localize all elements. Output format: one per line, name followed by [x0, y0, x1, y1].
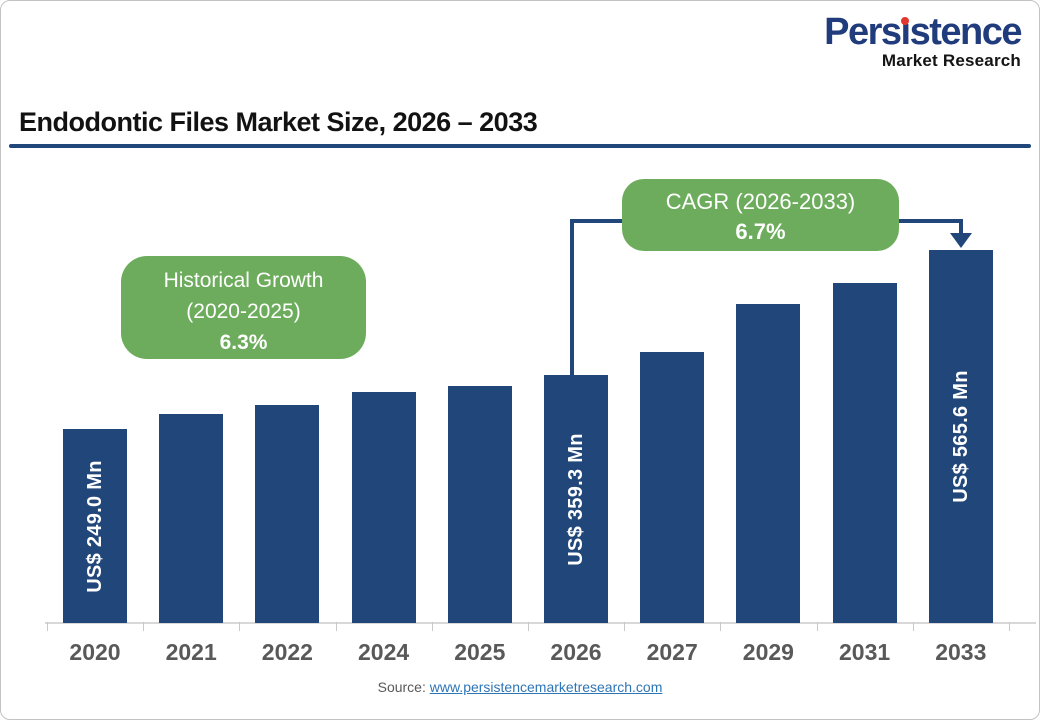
- bar-2025: [447, 386, 512, 623]
- x-axis-line: [45, 622, 1036, 624]
- historical-callout-line2: (2020-2025): [186, 300, 301, 323]
- x-axis-tick: [239, 622, 241, 631]
- cagr-arrow-icon: [950, 233, 972, 248]
- x-axis-label-2027: 2027: [646, 639, 698, 665]
- bar-2026: US$ 359.3 Mn: [544, 375, 608, 623]
- x-axis-tick: [431, 622, 433, 631]
- x-axis-label-2031: 2031: [839, 639, 891, 665]
- x-axis-label-2021: 2021: [165, 639, 217, 665]
- bar-2029: [736, 304, 801, 623]
- x-axis-tick: [143, 622, 145, 631]
- x-axis-label-2033: 2033: [935, 639, 987, 665]
- x-axis-label-2026: 2026: [550, 639, 602, 665]
- x-axis-label-2029: 2029: [742, 639, 794, 665]
- x-axis-tick: [46, 622, 48, 631]
- bar-value-label-2033: US$ 565.6 Mn: [949, 370, 972, 503]
- logo-brand-suffix: stence: [909, 11, 1023, 53]
- x-axis-tick: [527, 622, 529, 631]
- bar-2033: US$ 565.6 Mn: [928, 250, 993, 623]
- cagr-callout: CAGR (2026-2033) 6.7%: [622, 179, 899, 251]
- cagr-callout-line1: CAGR (2026-2033): [665, 189, 856, 214]
- logo-brand-prefix: Pers: [824, 11, 902, 53]
- logo-red-dot-icon: [901, 17, 910, 25]
- x-axis-tick: [720, 622, 722, 631]
- bar-2022: [255, 405, 320, 623]
- bar-2020: US$ 249.0 Mn: [63, 429, 127, 623]
- bar-2031: [832, 283, 897, 623]
- logo: Persı stence Market Research: [824, 11, 1023, 70]
- bar-2024: [351, 392, 416, 623]
- x-axis-label-2025: 2025: [454, 639, 506, 665]
- historical-callout-line1: Historical Growth: [163, 269, 324, 292]
- source-line: Source: www.persistencemarketresearch.co…: [1, 679, 1039, 695]
- logo-brand-text: Persı stence: [824, 11, 1023, 53]
- x-axis-tick: [624, 622, 626, 631]
- historical-growth-callout: Historical Growth (2020-2025) 6.3%: [121, 256, 366, 359]
- page-title: Endodontic Files Market Size, 2026 – 203…: [19, 107, 538, 137]
- source-link[interactable]: www.persistencemarketresearch.com: [429, 679, 663, 695]
- bar-2027: [640, 352, 705, 623]
- title-underline: [9, 144, 1031, 148]
- logo-brand-i: ı: [900, 11, 912, 53]
- x-axis-tick: [335, 622, 337, 631]
- cagr-bracket-right-line: [959, 219, 963, 235]
- bar-2021: [159, 414, 224, 623]
- logo-subtitle: Market Research: [881, 51, 1021, 70]
- x-axis-label-2022: 2022: [261, 639, 313, 665]
- source-prefix: Source:: [377, 679, 426, 695]
- x-axis-label-2024: 2024: [358, 639, 410, 665]
- cagr-bracket-left-line: [570, 219, 574, 377]
- x-axis-tick: [1008, 622, 1010, 631]
- historical-callout-rate: 6.3%: [219, 331, 268, 354]
- bar-value-label-2026: US$ 359.3 Mn: [564, 432, 587, 566]
- logo-dotless-i: ı: [900, 11, 912, 53]
- x-axis-label-2020: 2020: [69, 639, 121, 665]
- x-axis-tick: [816, 622, 818, 631]
- cagr-callout-rate: 6.7%: [735, 219, 786, 244]
- x-axis-tick: [912, 622, 914, 631]
- bar-value-label-2020: US$ 249.0 Mn: [83, 459, 106, 593]
